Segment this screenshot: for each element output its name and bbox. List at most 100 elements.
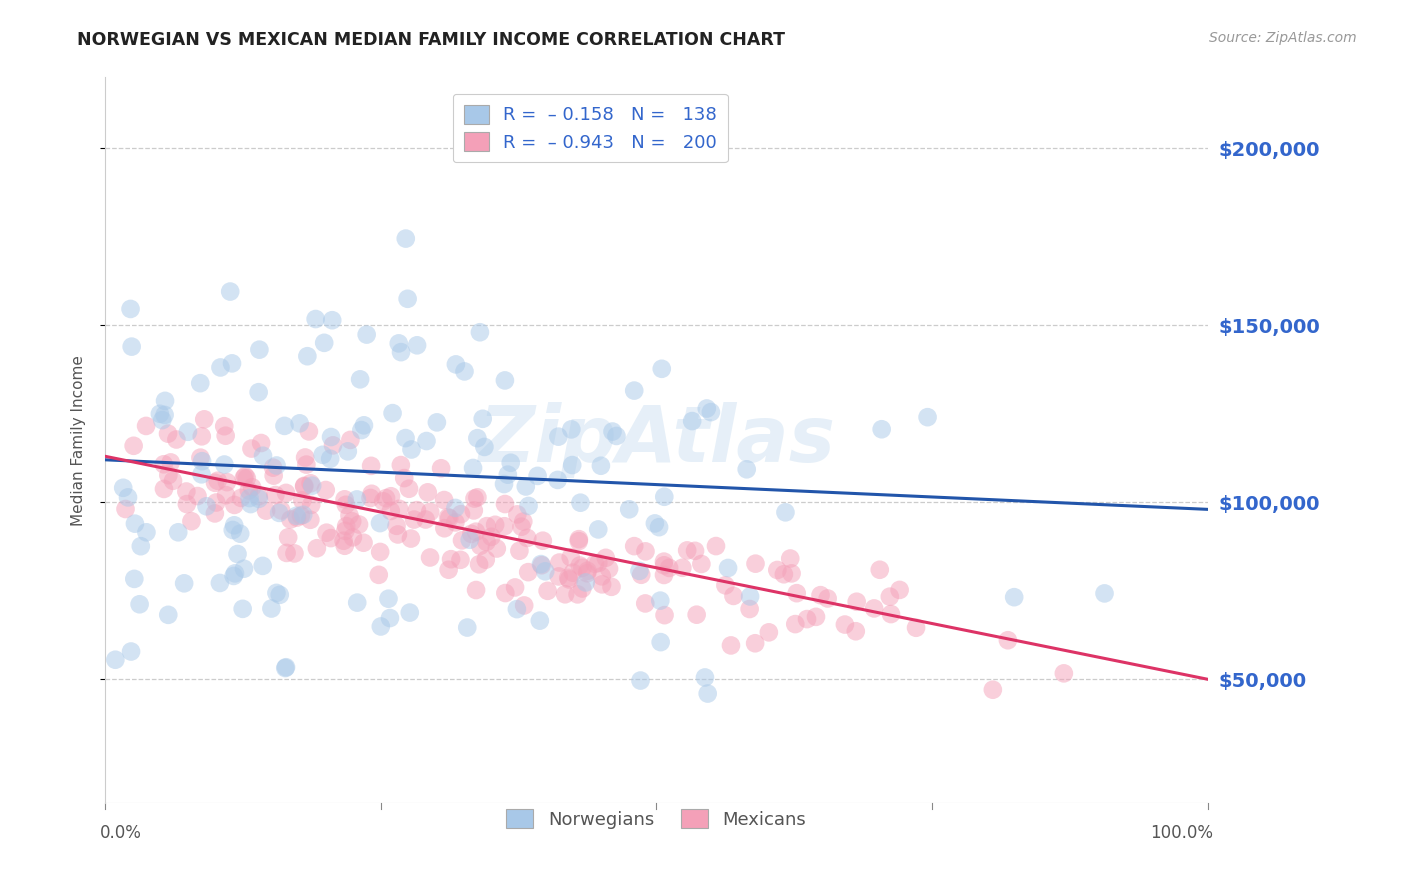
Point	[738, 590, 761, 604]
Point	[534, 564, 557, 578]
Point	[817, 591, 839, 606]
Point	[404, 512, 426, 526]
Point	[588, 556, 610, 570]
Point	[353, 418, 375, 433]
Point	[568, 532, 591, 546]
Point	[159, 455, 181, 469]
Point	[530, 557, 553, 571]
Point	[347, 517, 370, 532]
Point	[456, 621, 478, 635]
Point	[350, 423, 373, 437]
Point	[395, 231, 418, 245]
Point	[389, 458, 412, 472]
Point	[215, 488, 238, 502]
Point	[153, 393, 176, 408]
Point	[368, 516, 391, 530]
Point	[297, 349, 319, 363]
Point	[157, 426, 180, 441]
Point	[588, 523, 610, 537]
Point	[360, 491, 382, 505]
Point	[416, 485, 439, 500]
Point	[162, 474, 184, 488]
Point	[430, 461, 453, 475]
Point	[167, 525, 190, 540]
Point	[605, 429, 627, 443]
Point	[209, 360, 232, 375]
Point	[583, 557, 606, 571]
Point	[191, 429, 214, 443]
Point	[548, 556, 571, 570]
Point	[224, 498, 246, 512]
Point	[121, 340, 143, 354]
Point	[274, 660, 297, 674]
Point	[274, 486, 297, 500]
Point	[269, 588, 291, 602]
Point	[373, 494, 395, 508]
Point	[360, 458, 382, 473]
Point	[149, 407, 172, 421]
Point	[311, 448, 333, 462]
Point	[356, 327, 378, 342]
Point	[250, 436, 273, 450]
Point	[569, 496, 592, 510]
Point	[285, 508, 308, 523]
Point	[526, 469, 548, 483]
Point	[122, 439, 145, 453]
Point	[568, 534, 591, 549]
Point	[499, 456, 522, 470]
Point	[465, 582, 488, 597]
Point	[591, 569, 613, 583]
Point	[266, 586, 288, 600]
Point	[236, 471, 259, 485]
Point	[560, 422, 582, 436]
Point	[415, 434, 437, 448]
Point	[512, 515, 534, 529]
Point	[506, 508, 529, 522]
Point	[693, 670, 716, 684]
Point	[508, 543, 530, 558]
Point	[224, 566, 246, 581]
Point	[494, 586, 516, 600]
Point	[450, 507, 472, 521]
Point	[704, 539, 727, 553]
Point	[547, 569, 569, 583]
Point	[385, 518, 408, 533]
Point	[717, 561, 740, 575]
Text: Source: ZipAtlas.com: Source: ZipAtlas.com	[1209, 31, 1357, 45]
Point	[690, 557, 713, 571]
Point	[437, 563, 460, 577]
Point	[370, 619, 392, 633]
Point	[254, 503, 277, 517]
Point	[315, 483, 337, 497]
Point	[644, 516, 666, 531]
Point	[124, 516, 146, 531]
Point	[315, 525, 337, 540]
Point	[190, 450, 212, 465]
Point	[233, 562, 256, 576]
Point	[785, 617, 807, 632]
Point	[444, 358, 467, 372]
Point	[263, 468, 285, 483]
Y-axis label: Median Family Income: Median Family Income	[72, 355, 86, 525]
Point	[180, 514, 202, 528]
Point	[270, 503, 292, 517]
Point	[419, 505, 441, 519]
Point	[120, 301, 142, 316]
Point	[467, 491, 489, 505]
Point	[398, 606, 420, 620]
Point	[450, 553, 472, 567]
Point	[260, 601, 283, 615]
Point	[305, 541, 328, 556]
Point	[648, 520, 671, 534]
Point	[530, 558, 553, 573]
Point	[426, 416, 449, 430]
Point	[735, 462, 758, 476]
Point	[576, 566, 599, 581]
Point	[460, 527, 482, 541]
Point	[128, 597, 150, 611]
Point	[215, 475, 238, 489]
Point	[205, 495, 228, 509]
Point	[997, 633, 1019, 648]
Point	[780, 566, 803, 581]
Point	[744, 636, 766, 650]
